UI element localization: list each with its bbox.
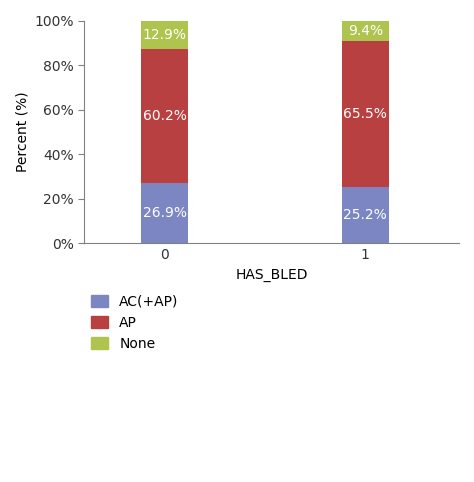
Text: 9.4%: 9.4% xyxy=(348,24,383,38)
Text: 60.2%: 60.2% xyxy=(143,109,187,123)
Text: 26.9%: 26.9% xyxy=(143,206,187,220)
Legend: AC(+AP), AP, None: AC(+AP), AP, None xyxy=(91,295,179,350)
Bar xyxy=(342,187,389,243)
Bar xyxy=(141,21,188,49)
X-axis label: HAS_BLED: HAS_BLED xyxy=(236,268,308,281)
Text: 65.5%: 65.5% xyxy=(344,107,387,121)
Bar xyxy=(141,183,188,243)
Bar xyxy=(342,41,389,187)
Bar xyxy=(141,49,188,183)
Bar xyxy=(342,20,389,41)
Text: 12.9%: 12.9% xyxy=(143,28,187,42)
Text: 25.2%: 25.2% xyxy=(344,208,387,222)
Y-axis label: Percent (%): Percent (%) xyxy=(15,92,29,172)
